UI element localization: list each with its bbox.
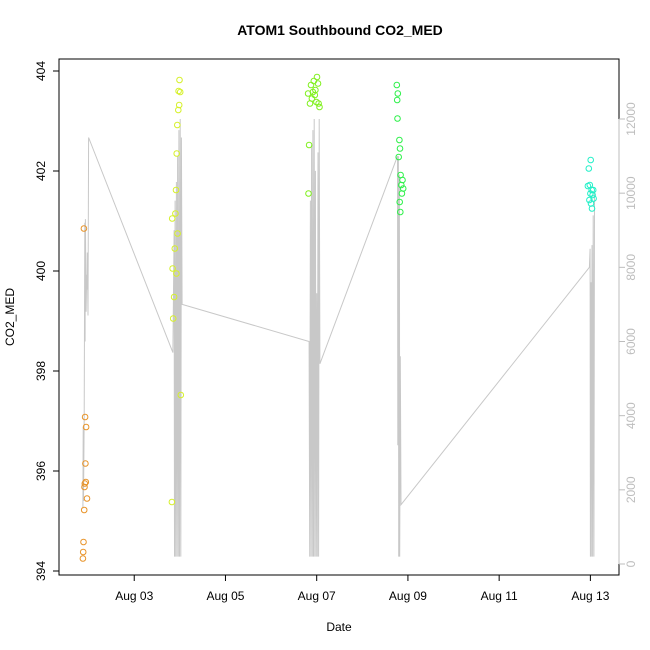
data-point-series-1 [83,495,91,502]
data-point-series-1 [79,548,87,556]
data-point-series-3 [314,80,322,87]
y-tick-label: 400 [34,261,48,281]
data-point-series-4 [397,208,404,216]
data-point-series-2 [175,101,183,109]
data-point-series-4 [396,198,404,206]
data-point-series-1 [81,413,89,421]
y-tick-label: 402 [34,161,48,181]
data-point-series-2 [168,215,176,222]
data-point-series-3 [311,91,319,99]
data-point-series-2 [172,210,179,217]
data-point-series-1 [82,460,89,467]
data-point-series-5 [584,182,592,190]
data-point-series-3 [312,86,319,94]
data-point-series-2 [174,121,181,129]
y2-tick-label: 0 [624,560,638,567]
data-point-series-5 [586,196,593,204]
data-point-series-1 [80,225,88,232]
y2-tick-label: 8000 [624,254,638,281]
x-axis-label: Date [326,620,352,634]
y-axis: 394 396 398 400 402 404 [34,61,59,581]
data-point-series-4 [393,96,401,104]
x-tick-label: Aug 11 [481,589,518,603]
data-point-series-2 [172,186,180,194]
chart-title: ATOM1 Southbound CO2_MED [237,22,443,38]
data-point-series-1 [81,480,89,487]
data-point-series-4 [396,136,403,144]
data-point-series-4 [399,185,407,192]
data-point-series-1 [80,538,87,546]
y2-tick-label: 6000 [624,328,638,355]
data-point-series-3 [316,103,323,111]
y-axis-label: CO2_MED [3,288,17,346]
data-point-series-5 [585,165,593,172]
data-point-series-2 [177,391,185,399]
data-point-series-1 [82,478,90,486]
data-point-series-2 [169,315,177,322]
y-tick-label: 398 [34,361,48,381]
secondary-line [82,118,595,557]
x-tick-label: Aug 07 [298,589,336,603]
data-point-series-2 [174,230,181,237]
data-point-series-4 [395,153,403,161]
secondary-line-path [82,118,595,557]
data-point-series-2 [169,265,176,272]
data-point-series-5 [588,205,596,212]
y2-tick-label: 2000 [624,476,638,503]
data-point-series-5 [587,190,594,197]
data-point-series-4 [396,145,404,152]
data-point-series-2 [175,87,182,95]
data-point-series-2 [173,150,180,157]
data-point-series-1 [82,423,90,431]
x-tick-label: Aug 05 [206,589,244,603]
y-tick-label: 396 [34,461,48,481]
x-tick-label: Aug 13 [571,589,609,603]
x-tick-label: Aug 09 [389,589,427,603]
plot-frame [58,58,620,576]
x-tick-label: Aug 03 [115,589,153,603]
x-axis: Aug 03 Aug 05 Aug 07 Aug 09 Aug 11 Aug 13 [115,575,610,603]
data-point-series-2 [176,76,183,84]
data-point-series-3 [305,190,312,197]
data-point-series-3 [305,141,313,149]
data-point-series-2 [176,88,184,96]
data-point-series-3 [307,81,315,89]
y-tick-label: 394 [34,561,48,581]
data-point-series-4 [394,90,402,97]
data-point-series-4 [394,115,401,122]
data-point-series-1 [80,506,88,514]
data-point-series-3 [313,73,321,81]
y2-tick-label: 10000 [624,176,638,210]
data-point-series-2 [168,498,176,506]
y-tick-label: 404 [34,61,48,81]
data-point-series-3 [315,100,322,107]
y2-tick-label: 4000 [624,402,638,429]
data-point-series-5 [587,156,595,164]
scatter-points [79,73,597,562]
data-point-series-4 [399,176,406,184]
data-point-series-2 [171,245,179,252]
y2-axis: 0 2000 4000 6000 8000 10000 12000 [618,102,638,567]
data-point-series-4 [393,81,401,89]
data-point-series-1 [79,555,87,562]
data-point-series-2 [170,293,178,301]
y2-tick-label: 12000 [624,102,638,136]
data-point-series-2 [173,270,180,277]
data-point-series-5 [590,195,597,202]
